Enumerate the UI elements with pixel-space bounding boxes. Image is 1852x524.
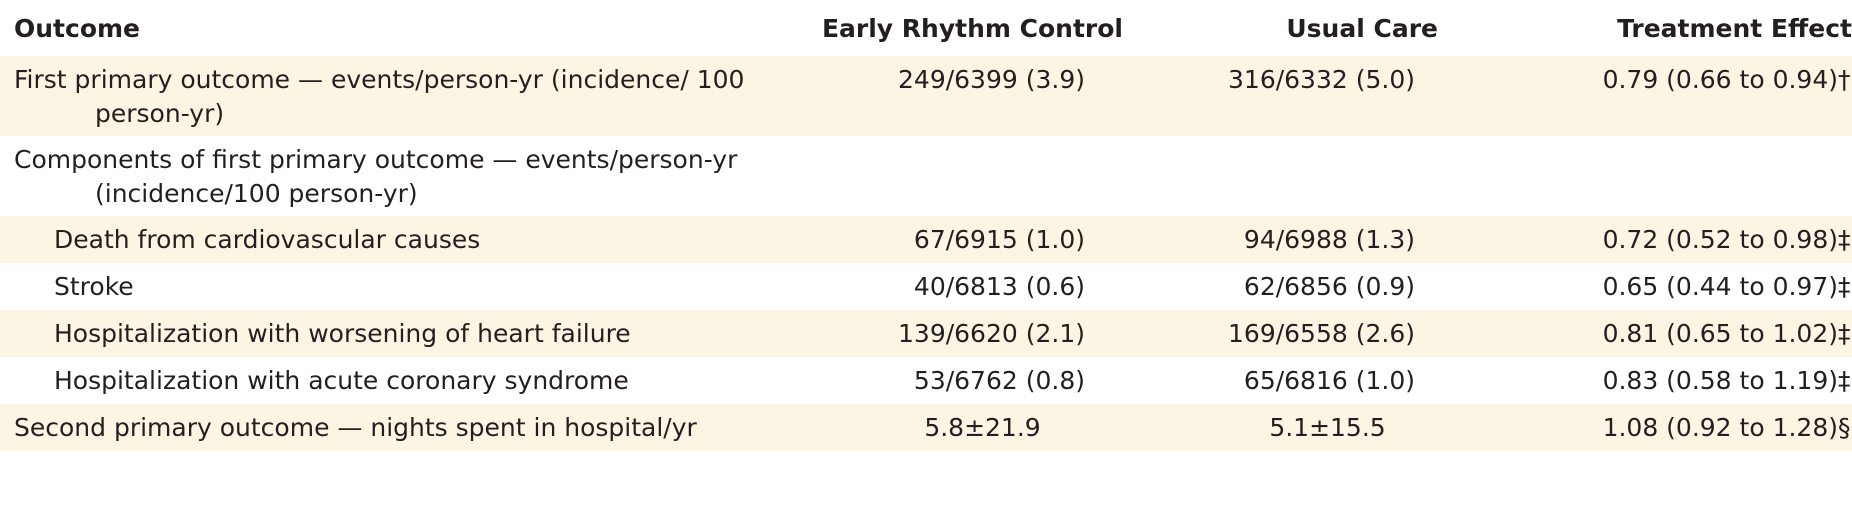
row-effect-cell: 0.83 (0.58 to 1.19)‡ xyxy=(1490,364,1852,398)
row-effect-value: 0.83 (0.58 to 1.19) xyxy=(1602,365,1838,395)
table-row-heart-failure-hospitalization: Hospitalization with worsening of heart … xyxy=(0,310,1852,357)
footnote-marker: ‡ xyxy=(1838,271,1851,301)
header-treatment-effect: Treatment Effect xyxy=(1617,13,1852,43)
row-early-value: 40/6813 (0.6) xyxy=(913,271,1085,301)
row-usual-value: 169/6558 (2.6) xyxy=(1228,318,1415,348)
row-effect-cell: 0.79 (0.66 to 0.94)† xyxy=(1490,63,1852,97)
row-effect-value: 1.08 (0.92 to 1.28) xyxy=(1602,412,1838,442)
row-outcome-label: Hospitalization with worsening of heart … xyxy=(54,318,631,348)
table-row-acute-coronary-hospitalization: Hospitalization with acute coronary synd… xyxy=(0,357,1852,404)
footnote-marker: § xyxy=(1838,412,1851,442)
row-outcome-label: Second primary outcome — nights spent in… xyxy=(14,412,697,442)
row-usual-value: 62/6856 (0.9) xyxy=(1243,271,1415,301)
row-early-value: 53/6762 (0.8) xyxy=(913,365,1085,395)
row-outcome-label: Hospitalization with acute coronary synd… xyxy=(54,365,629,395)
row-outcome-label: First primary outcome — events/person-yr… xyxy=(14,65,745,128)
table-row-cardiovascular-death: Death from cardiovascular causes 67/6915… xyxy=(0,216,1852,263)
row-usual-value: 94/6988 (1.3) xyxy=(1243,224,1415,254)
footnote-marker: ‡ xyxy=(1838,224,1851,254)
row-early-value: 67/6915 (1.0) xyxy=(913,224,1085,254)
footnote-marker: ‡ xyxy=(1838,318,1851,348)
header-usual-care: Usual Care xyxy=(1286,13,1438,43)
row-effect-cell: 0.81 (0.65 to 1.02)‡ xyxy=(1490,317,1852,351)
footnote-marker: † xyxy=(1838,65,1851,94)
header-early-rhythm-control: Early Rhythm Control xyxy=(821,13,1123,43)
row-effect-cell: 0.72 (0.52 to 0.98)‡ xyxy=(1490,223,1852,257)
table-row-stroke: Stroke 40/6813 (0.6) 62/6856 (0.9) 0.65 … xyxy=(0,263,1852,310)
table-row-first-primary-outcome: First primary outcome — events/person-yr… xyxy=(0,56,1852,136)
table-header: Outcome Early Rhythm Control Usual Care … xyxy=(0,0,1852,56)
row-effect-value: 0.79 (0.66 to 0.94) xyxy=(1602,65,1838,94)
row-usual-value: 316/6332 (5.0) xyxy=(1228,65,1415,94)
row-usual-value: 5.1±15.5 xyxy=(1269,412,1386,442)
row-outcome-label: Components of first primary outcome — ev… xyxy=(14,145,738,208)
footnote-marker: ‡ xyxy=(1838,365,1851,395)
row-early-value: 249/6399 (3.9) xyxy=(898,65,1085,94)
row-outcome-label: Death from cardiovascular causes xyxy=(54,224,481,254)
row-effect-value: 0.72 (0.52 to 0.98) xyxy=(1602,224,1838,254)
header-outcome: Outcome xyxy=(14,13,141,43)
row-early-value: 139/6620 (2.1) xyxy=(898,318,1085,348)
row-effect-value: 0.65 (0.44 to 0.97) xyxy=(1602,271,1838,301)
outcomes-table: Outcome Early Rhythm Control Usual Care … xyxy=(0,0,1852,451)
row-effect-value: 0.81 (0.65 to 1.02) xyxy=(1602,318,1838,348)
table-row-second-primary-outcome: Second primary outcome — nights spent in… xyxy=(0,404,1852,451)
row-effect-cell: 0.65 (0.44 to 0.97)‡ xyxy=(1490,270,1852,304)
row-outcome-label: Stroke xyxy=(54,271,134,301)
row-effect-cell: 1.08 (0.92 to 1.28)§ xyxy=(1490,411,1852,445)
row-usual-value: 65/6816 (1.0) xyxy=(1243,365,1415,395)
row-early-value: 5.8±21.9 xyxy=(924,412,1041,442)
table-row-components-heading: Components of first primary outcome — ev… xyxy=(0,136,1852,216)
